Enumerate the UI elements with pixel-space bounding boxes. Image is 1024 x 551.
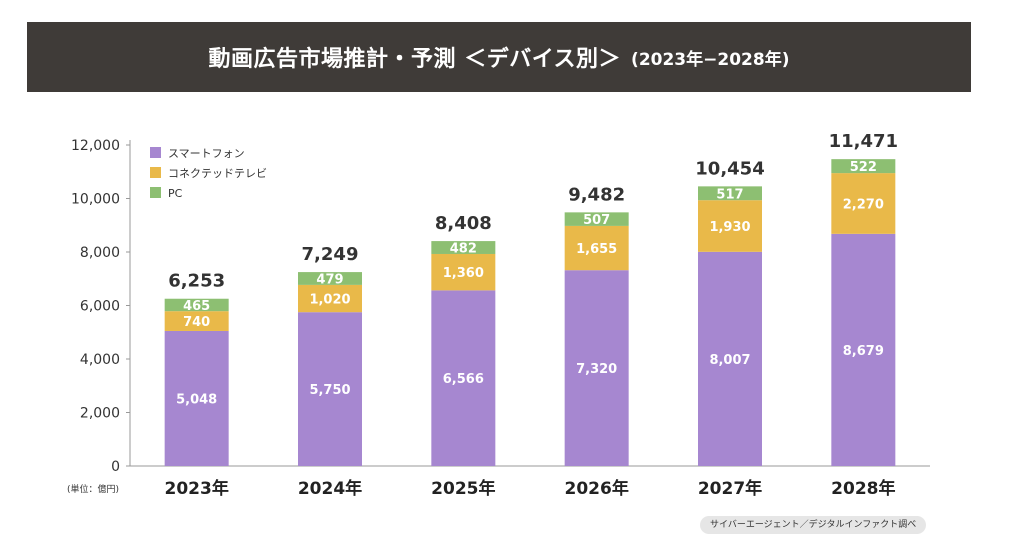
data-label: 1,360	[443, 266, 484, 281]
data-label: 7,320	[576, 362, 617, 377]
bar-segment	[298, 272, 362, 285]
legend-swatch	[150, 147, 161, 158]
bar-segment	[431, 290, 496, 466]
chart-title: 動画広告市場推計・予測 ＜デバイス別＞	[208, 47, 622, 72]
data-label: 479	[316, 272, 343, 287]
bar-segment	[564, 225, 629, 271]
y-tick-label: 10,000	[71, 192, 120, 208]
data-label: 6,566	[443, 372, 484, 387]
title-bar: 動画広告市場推計・予測 ＜デバイス別＞ (2023年−2028年)	[27, 22, 971, 92]
y-tick-label: 6,000	[80, 299, 120, 315]
data-label: 1,020	[309, 293, 350, 308]
bar-segment	[698, 251, 762, 466]
total-label: 7,249	[302, 244, 359, 265]
data-label: 482	[450, 242, 477, 257]
data-label: 5,750	[309, 383, 350, 398]
bars-group	[164, 159, 896, 466]
total-label: 10,454	[695, 158, 764, 179]
bar-segment	[831, 159, 896, 174]
unit-label: (単位：億円)	[67, 483, 119, 495]
legend-swatch	[150, 167, 161, 178]
legend-swatch	[150, 187, 161, 198]
y-tick-label: 12,000	[71, 138, 120, 154]
data-label: 1,930	[709, 220, 750, 235]
source-badge: サイバーエージェント／デジタルインファクト調べ	[700, 516, 927, 534]
bar-segment	[164, 298, 229, 312]
legend-label: スマートフォン	[168, 147, 245, 160]
total-label: 11,471	[829, 131, 898, 152]
bar-segment	[298, 312, 362, 466]
total-label: 8,408	[435, 213, 492, 234]
data-label: 517	[716, 187, 743, 202]
y-tick-label: 0	[111, 459, 120, 475]
bar-segment	[564, 212, 629, 226]
chart-subtitle: (2023年−2028年)	[631, 49, 790, 70]
y-tick-label: 2,000	[80, 406, 120, 422]
data-label: 1,655	[576, 242, 617, 257]
bar-segment	[698, 200, 762, 252]
bar-segment	[431, 253, 496, 291]
x-tick-label: 2027年	[698, 478, 762, 499]
total-label: 9,482	[568, 184, 625, 205]
legend-label: PC	[168, 187, 183, 200]
data-label: 507	[583, 213, 610, 228]
data-label: 740	[183, 315, 210, 330]
x-tick-label: 2028年	[831, 478, 895, 499]
bar-segment	[698, 186, 762, 201]
bar-segment	[164, 330, 229, 466]
data-label: 5,048	[176, 392, 217, 407]
bar-segment	[298, 284, 362, 313]
y-tick-label: 8,000	[80, 245, 120, 261]
x-tick-label: 2024年	[298, 478, 362, 499]
data-label: 465	[183, 299, 210, 314]
x-tick-label: 2025年	[431, 478, 495, 499]
data-label: 8,679	[843, 344, 884, 359]
bar-segment	[564, 270, 629, 466]
x-tick-label: 2026年	[565, 478, 629, 499]
bar-segment	[431, 241, 496, 254]
axes-group: 0 2,000 4,000 6,000 8,000 10,000 12,000	[71, 138, 930, 475]
bar-segment	[831, 173, 896, 234]
legend-label: コネクテッドテレビ	[168, 167, 267, 180]
y-tick-label: 4,000	[80, 352, 120, 368]
bar-segment	[164, 311, 229, 331]
total-label: 6,253	[168, 271, 225, 292]
bar-segment	[831, 233, 896, 466]
data-label: 2,270	[843, 197, 884, 212]
data-label: 522	[850, 160, 877, 175]
data-label: 8,007	[709, 353, 750, 368]
x-tick-label: 2023年	[165, 478, 229, 499]
